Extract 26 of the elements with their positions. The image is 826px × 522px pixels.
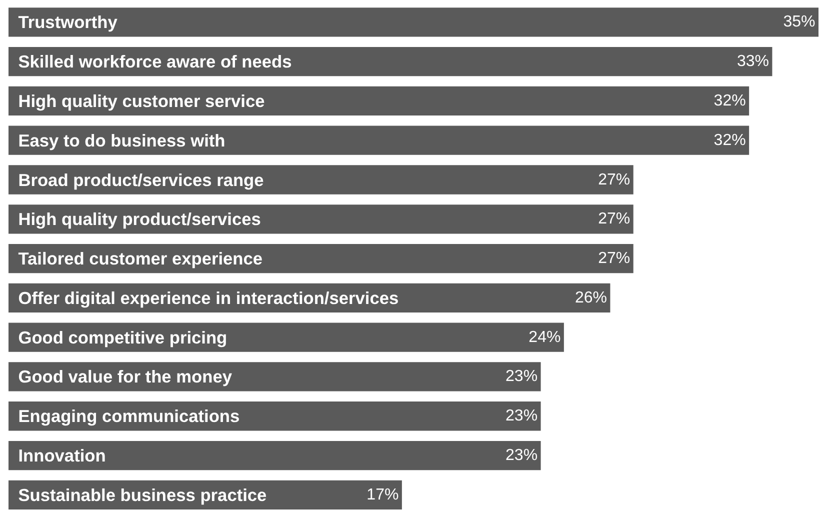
data-label: 26% xyxy=(574,289,607,306)
data-label: 27% xyxy=(598,210,630,228)
y-tick-label: Engaging communications xyxy=(18,406,240,426)
y-tick-label: Tailored customer experience xyxy=(18,248,263,269)
data-label: 23% xyxy=(506,447,538,464)
data-label: 27% xyxy=(598,250,630,268)
data-label: 17% xyxy=(366,486,399,504)
data-label: 24% xyxy=(528,328,561,346)
y-tick-label: Sustainable business practice xyxy=(18,484,268,505)
y-tick-label: Trustworthy xyxy=(18,12,118,32)
data-label: 27% xyxy=(598,171,630,188)
data-label: 32% xyxy=(714,132,746,149)
y-tick-label: Good competitive pricing xyxy=(18,327,228,348)
y-tick-label: Good value for the money xyxy=(18,366,232,387)
data-label: 23% xyxy=(506,408,538,425)
data-label: 32% xyxy=(714,92,746,110)
y-tick-label: Broad product/services range xyxy=(18,170,264,190)
data-label: 23% xyxy=(506,368,538,386)
y-tick-label: Skilled workforce aware of needs xyxy=(18,52,292,72)
y-tick-label: Easy to do business with xyxy=(18,130,226,150)
y-tick-label: Innovation xyxy=(18,446,106,466)
data-label: 33% xyxy=(736,53,769,70)
y-tick-label: High quality customer service xyxy=(18,90,266,111)
y-tick-label: High quality product/services xyxy=(18,209,261,230)
data-label: 35% xyxy=(783,14,816,31)
y-tick-label: Offer digital experience in interaction/services xyxy=(18,288,399,308)
